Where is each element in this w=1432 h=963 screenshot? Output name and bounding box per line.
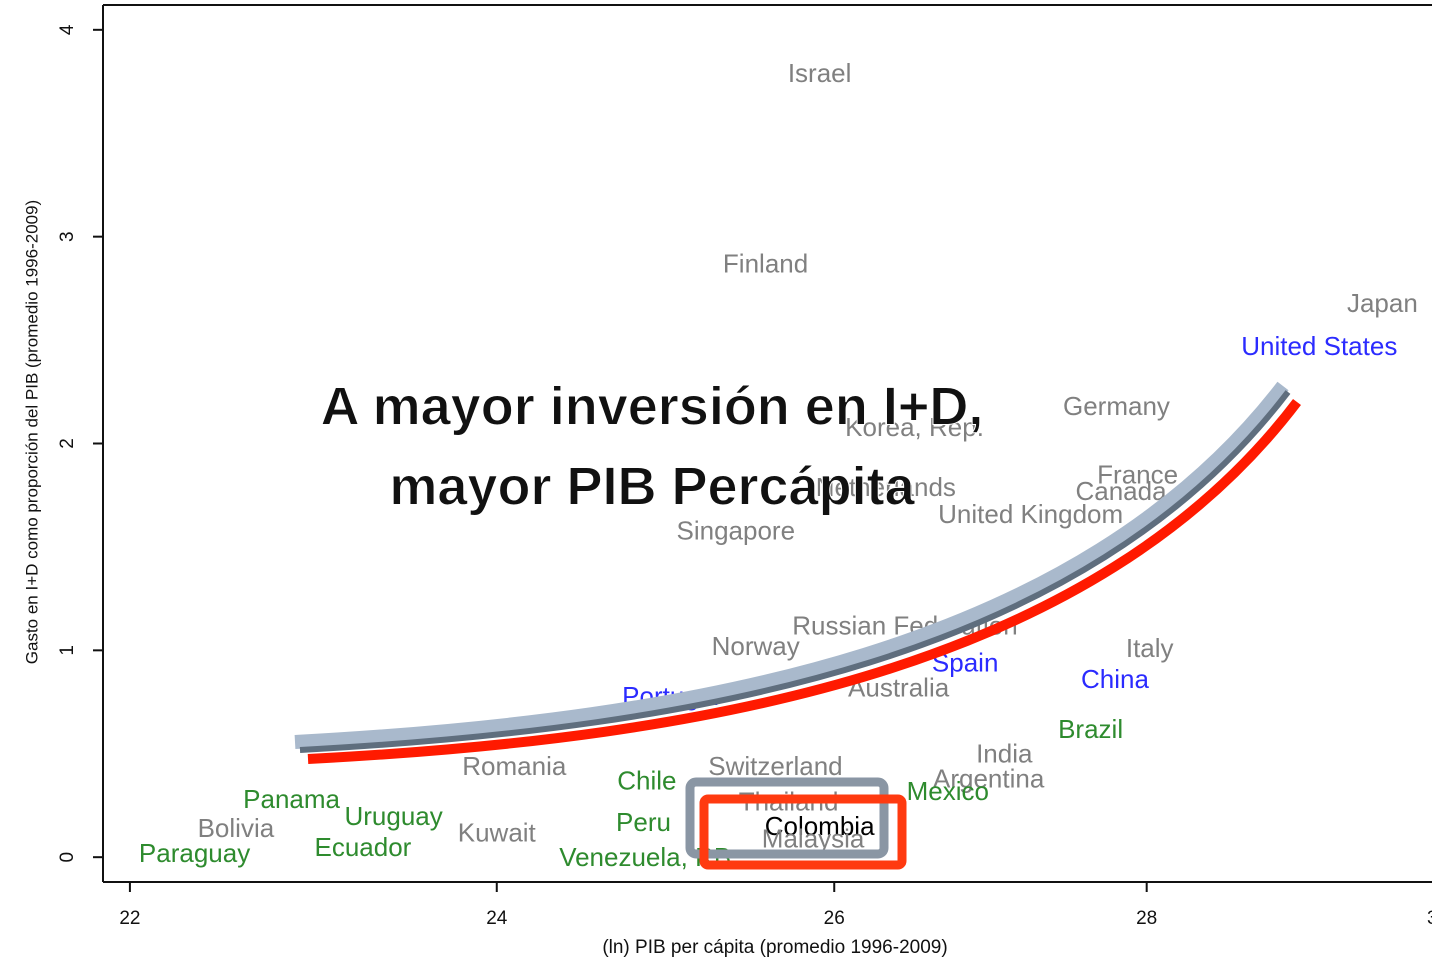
point-label: Italy	[1126, 633, 1174, 663]
point-label: Uruguay	[344, 801, 442, 831]
annotation: mayor PIB Percápita	[389, 456, 915, 516]
point-label: Netherlands	[816, 472, 956, 502]
point-label: Germany	[1063, 391, 1170, 421]
point-label: United Kingdom	[938, 499, 1123, 529]
point-label: Romania	[462, 751, 567, 781]
highlight-box-shadow	[685, 777, 889, 859]
point-label: Canada	[1075, 476, 1167, 506]
point-label: Switzerland	[708, 751, 842, 781]
point-label: China	[1081, 664, 1149, 694]
point-label: Panama	[243, 784, 340, 814]
x-tick-label: 24	[486, 908, 508, 929]
point-label: Bolivia	[198, 813, 275, 843]
y-tick-label: 0	[57, 852, 78, 863]
point-label: Chile	[617, 766, 676, 796]
point-label: Paraguay	[139, 838, 250, 868]
point-label: Colombia	[765, 811, 875, 841]
point-label: France	[1097, 459, 1178, 489]
point-label: Peru	[616, 807, 671, 837]
x-tick-label: 26	[824, 908, 845, 929]
point-label: Israel	[788, 58, 852, 88]
x-axis-label: (ln) PIB per cápita (promedio 1996-2009)	[602, 937, 947, 958]
point-label: Norway	[712, 631, 800, 661]
point-label: Singapore	[677, 515, 796, 545]
y-tick-label: 1	[57, 645, 78, 656]
trend-curve	[307, 398, 1301, 764]
y-tick-label: 2	[57, 438, 78, 449]
point-label: Brazil	[1058, 714, 1123, 744]
x-tick-label: 28	[1136, 908, 1157, 929]
trend-curve-dark	[299, 390, 1291, 753]
point-label: Mexico	[907, 776, 989, 806]
annotation: A mayor inversión en I+D,	[321, 376, 984, 436]
point-label: India	[976, 739, 1033, 769]
point-label: Argentina	[933, 764, 1045, 794]
point-label: Korea, Rep.	[845, 412, 984, 442]
y-axis-label: Gasto en I+D como proporción del PIB (pr…	[22, 200, 41, 664]
point-label: Finland	[723, 248, 808, 278]
x-tick-label: 30	[1427, 908, 1432, 929]
y-tick-label: 3	[57, 231, 78, 242]
point-label: Malaysia	[762, 824, 865, 854]
decoration	[294, 381, 1301, 870]
point-label: Kuwait	[458, 817, 537, 847]
x-tick-label: 22	[119, 908, 140, 929]
point-label: Ecuador	[314, 832, 411, 862]
highlight-box	[699, 794, 907, 870]
point-label: Japan	[1347, 288, 1418, 318]
trend-curve-shadow	[294, 381, 1289, 749]
point-label: United States	[1241, 331, 1397, 361]
y-tick-label: 4	[57, 24, 78, 35]
